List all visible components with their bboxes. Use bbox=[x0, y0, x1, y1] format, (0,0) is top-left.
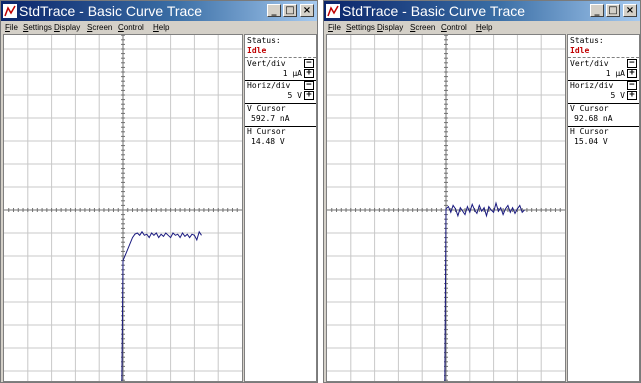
app-icon bbox=[326, 4, 340, 18]
maximize-button[interactable]: □ bbox=[606, 4, 620, 17]
title-bar[interactable]: StdTrace - Basic Curve Trace _ □ × bbox=[324, 1, 640, 21]
minimize-button[interactable]: _ bbox=[590, 4, 604, 17]
horiz-div-value: 5 V bbox=[610, 91, 625, 100]
vert-div-label: Vert/div bbox=[247, 59, 286, 68]
readout-panel: Status: Idle Vert/div 1 µA − + Horiz/div… bbox=[244, 34, 317, 382]
v-cursor-label: V Cursor bbox=[570, 104, 609, 113]
horiz-div-value: 5 V bbox=[287, 91, 302, 100]
divider bbox=[568, 80, 639, 81]
h-cursor-label: H Cursor bbox=[570, 127, 609, 136]
vert-decrease-button[interactable]: − bbox=[627, 59, 637, 68]
divider bbox=[568, 57, 639, 58]
menu-control[interactable]: Control bbox=[441, 23, 467, 32]
vert-increase-button[interactable]: + bbox=[304, 69, 314, 78]
vert-div-value: 1 µA bbox=[605, 69, 625, 78]
readout-panel: Status: Idle Vert/div 1 µA − + Horiz/div… bbox=[567, 34, 640, 382]
vert-increase-button[interactable]: + bbox=[627, 69, 637, 78]
divider bbox=[245, 57, 316, 58]
divider bbox=[245, 103, 316, 104]
h-cursor-value: 15.04 V bbox=[574, 137, 608, 146]
title-bar[interactable]: StdTrace - Basic Curve Trace _ □ × bbox=[1, 1, 317, 21]
vert-div-label: Vert/div bbox=[570, 59, 609, 68]
horiz-decrease-button[interactable]: − bbox=[304, 81, 314, 90]
horiz-div-label: Horiz/div bbox=[570, 81, 614, 90]
menu-settings[interactable]: Settings bbox=[346, 23, 375, 32]
menu-file[interactable]: File bbox=[5, 23, 18, 32]
curve-trace-window-right: StdTrace - Basic Curve Trace _ □ × File … bbox=[323, 0, 641, 383]
horiz-div-label: Horiz/div bbox=[247, 81, 291, 90]
trace-line bbox=[444, 201, 525, 381]
v-cursor-label: V Cursor bbox=[247, 104, 286, 113]
app-icon bbox=[3, 4, 17, 18]
menu-screen[interactable]: Screen bbox=[87, 23, 113, 32]
status-value: Idle bbox=[247, 46, 267, 55]
menu-screen[interactable]: Screen bbox=[410, 23, 436, 32]
vert-decrease-button[interactable]: − bbox=[304, 59, 314, 68]
trace-line bbox=[121, 230, 202, 381]
divider bbox=[568, 103, 639, 104]
maximize-button[interactable]: □ bbox=[283, 4, 297, 17]
divider bbox=[245, 126, 316, 127]
window-title: StdTrace - Basic Curve Trace bbox=[19, 3, 203, 19]
menu-bar: File Settings Display Screen Control Hel… bbox=[324, 21, 640, 34]
status-value: Idle bbox=[570, 46, 590, 55]
menu-file[interactable]: File bbox=[328, 23, 341, 32]
v-cursor-value: 592.7 nA bbox=[251, 114, 290, 123]
horiz-increase-button[interactable]: + bbox=[304, 91, 314, 100]
h-cursor-value: 14.48 V bbox=[251, 137, 285, 146]
minimize-button[interactable]: _ bbox=[267, 4, 281, 17]
status-label: Status: bbox=[247, 36, 281, 45]
status-label: Status: bbox=[570, 36, 604, 45]
plot-canvas bbox=[327, 35, 565, 381]
menu-control[interactable]: Control bbox=[118, 23, 144, 32]
divider bbox=[245, 80, 316, 81]
close-button[interactable]: × bbox=[300, 4, 314, 17]
plot-canvas bbox=[4, 35, 242, 381]
menu-settings[interactable]: Settings bbox=[23, 23, 52, 32]
menu-help[interactable]: Help bbox=[153, 23, 170, 32]
v-cursor-value: 92.68 nA bbox=[574, 114, 613, 123]
horiz-decrease-button[interactable]: − bbox=[627, 81, 637, 90]
close-button[interactable]: × bbox=[623, 4, 637, 17]
menu-display[interactable]: Display bbox=[54, 23, 81, 32]
horiz-increase-button[interactable]: + bbox=[627, 91, 637, 100]
trace-plot[interactable] bbox=[3, 34, 243, 382]
menu-bar: File Settings Display Screen Control Hel… bbox=[1, 21, 317, 34]
menu-display[interactable]: Display bbox=[377, 23, 404, 32]
divider bbox=[568, 126, 639, 127]
axes bbox=[4, 35, 242, 381]
axes bbox=[327, 35, 565, 381]
menu-help[interactable]: Help bbox=[476, 23, 493, 32]
h-cursor-label: H Cursor bbox=[247, 127, 286, 136]
curve-trace-window-left: StdTrace - Basic Curve Trace _ □ × File … bbox=[0, 0, 318, 383]
vert-div-value: 1 µA bbox=[282, 69, 302, 78]
window-title: StdTrace - Basic Curve Trace bbox=[342, 3, 526, 19]
trace-plot[interactable] bbox=[326, 34, 566, 382]
